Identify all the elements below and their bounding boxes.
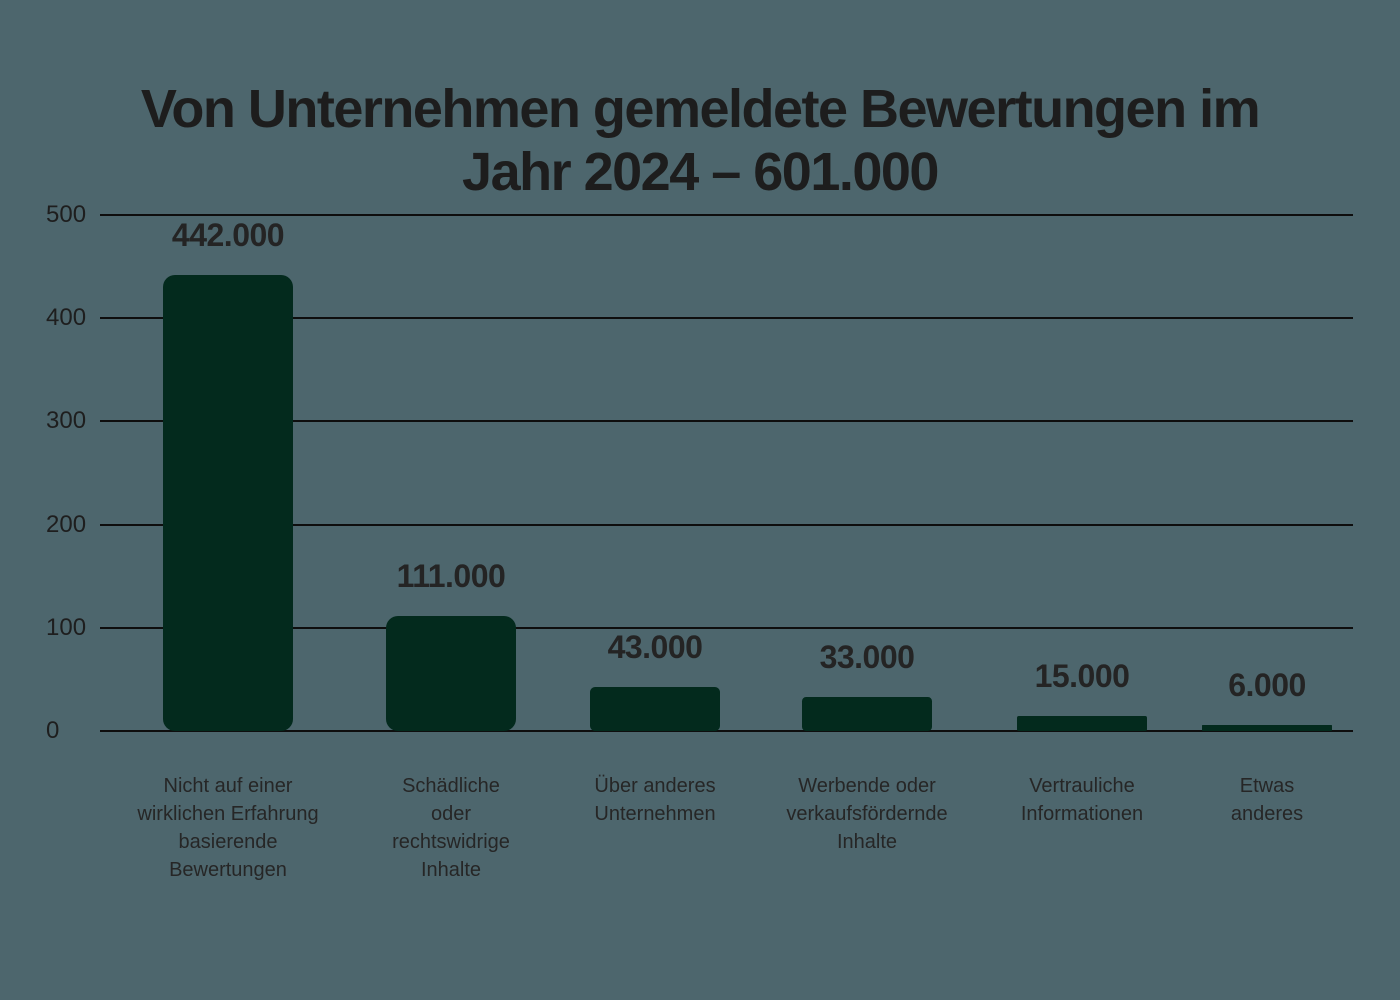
y-tick-label: 400 <box>46 304 87 332</box>
y-tick-label: 300 <box>46 407 87 435</box>
y-tick-label: 0 <box>46 717 60 744</box>
y-tick-label: 100 <box>46 613 87 641</box>
chart-title: Von Unternehmen gemeldete Bewertungen im… <box>140 79 1261 202</box>
y-gridline <box>100 523 1353 526</box>
y-tick-label: 500 <box>46 201 87 228</box>
y-gridline <box>100 730 1353 732</box>
bar-value-label: 15.000 <box>1034 657 1130 694</box>
bar-value-label: 111.000 <box>396 558 506 595</box>
x-category-label: Schädliche oder rechtswidrige Inhalte <box>392 775 510 881</box>
bar <box>1017 715 1147 731</box>
bar-value-label: 442.000 <box>171 216 285 253</box>
x-category-label: Werbende oder verkaufsfördernde Inhalte <box>786 775 948 853</box>
bar <box>590 686 720 731</box>
y-gridline <box>100 626 1353 629</box>
bar-value-label: 33.000 <box>819 638 915 675</box>
x-category-label: Etwas anderes <box>1230 775 1304 825</box>
bar-value-label: 43.000 <box>607 628 703 665</box>
bar <box>802 696 932 731</box>
y-gridline <box>100 317 1353 320</box>
x-category-label: Über anderes Unternehmen <box>594 775 716 825</box>
y-tick-label: 200 <box>46 510 87 538</box>
bar-value-label: 6.000 <box>1228 666 1306 703</box>
x-category-label: Nicht auf einer wirklichen Erfahrung bas… <box>137 775 319 881</box>
bar <box>163 274 293 731</box>
y-gridline <box>100 214 1353 216</box>
x-category-label: Vertrauliche Informationen <box>1020 775 1144 825</box>
bar <box>386 616 516 731</box>
bar <box>1202 724 1332 731</box>
y-gridline <box>100 420 1353 423</box>
